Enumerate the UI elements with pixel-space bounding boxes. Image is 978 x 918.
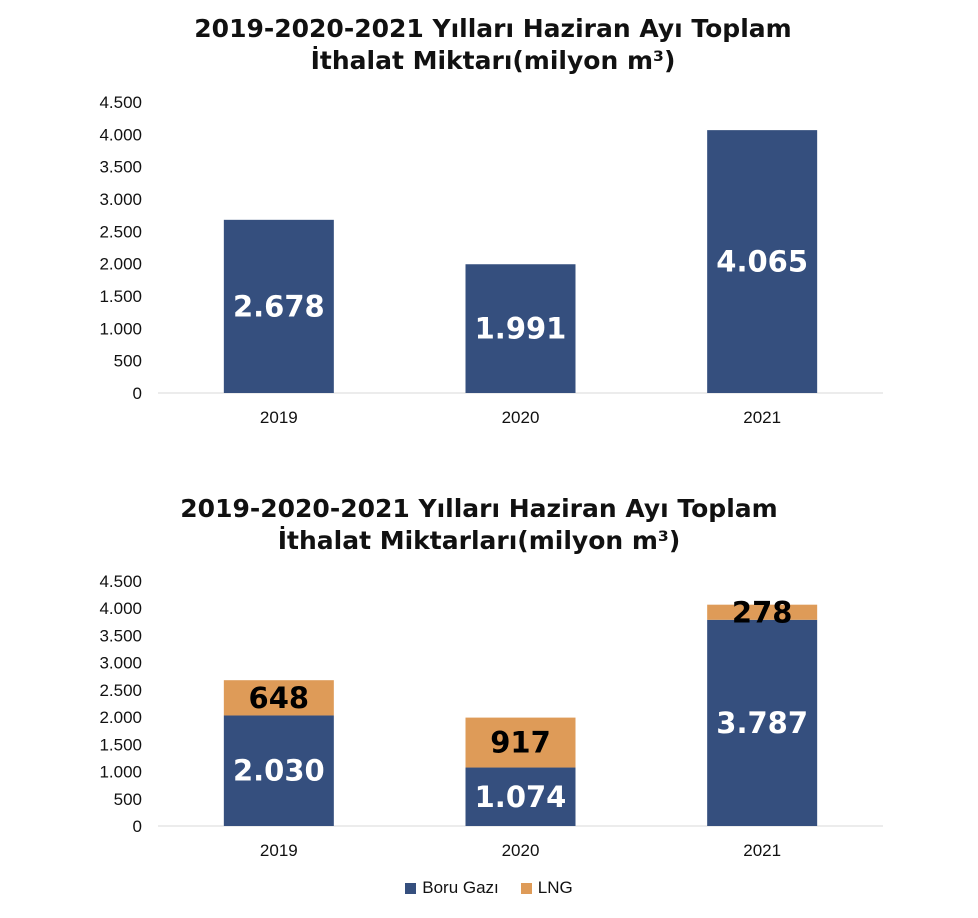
chart-1-category-label: 2021 — [743, 408, 781, 427]
legend-swatch-lng — [520, 882, 532, 894]
chart-1-plot: 0 500 1.000 1.500 2.000 2.500 3.000 3.500 4.000 4… — [99, 93, 883, 427]
chart-1-bar — [707, 130, 818, 393]
chart-2-category-label: 2020 — [502, 841, 540, 860]
chart-2-bar-segment-boru-gazi — [707, 619, 818, 826]
chart-2-data-label: 1.074 — [475, 780, 567, 814]
chart-1-data-label: 4.065 — [716, 245, 808, 279]
legend-item-lng: LNG — [520, 878, 573, 898]
legend-label-lng: LNG — [537, 878, 573, 897]
chart-1-title-line-1: 2019-2020-2021 Yılları Haziran Ayı Topla… — [194, 14, 792, 43]
chart-2-data-label: 3.787 — [716, 706, 808, 740]
chart-2-legend: Boru Gazı LNG — [0, 878, 978, 898]
legend-swatch-boru-gazi — [405, 882, 417, 894]
chart-1-ytick-label: 1.500 — [99, 287, 142, 306]
chart-2-bar-segment-boru-gazi — [223, 715, 334, 826]
chart-2-category-label: 2021 — [743, 841, 781, 860]
chart-2-ytick-label: 500 — [114, 790, 142, 809]
chart-1-title-line-2: İthalat Miktarı(milyon m³) — [310, 46, 676, 75]
chart-1-ytick-label: 3.000 — [99, 190, 142, 209]
chart-1-category-label: 2019 — [260, 408, 298, 427]
chart-2-ytick-label: 1.000 — [99, 763, 142, 782]
chart-2-data-label: 278 — [732, 595, 793, 629]
chart-2-bar-segment-lng — [707, 604, 818, 620]
chart-2-ytick-label: 4.000 — [99, 599, 142, 618]
chart-1-data-label: 2.678 — [233, 289, 325, 323]
chart-2-ytick-label: 3.500 — [99, 626, 142, 645]
chart-1-ytick-label: 500 — [114, 352, 142, 371]
chart-2-bar-segment-boru-gazi — [465, 767, 576, 826]
chart-2-ytick-label: 2.000 — [99, 708, 142, 727]
chart-1-ytick-label: 2.000 — [99, 255, 142, 274]
chart-2-title-line-1: 2019-2020-2021 Yılları Haziran Ayı Topla… — [180, 494, 778, 523]
chart-1-ytick-label: 4.500 — [99, 93, 142, 112]
chart-2-bar-segment-lng — [223, 680, 334, 716]
chart-2-title-line-2: İthalat Miktarları(milyon m³) — [277, 526, 681, 555]
chart-1-category-label: 2020 — [502, 408, 540, 427]
chart-2-ytick-label: 0 — [133, 817, 142, 836]
chart-1-bar — [223, 219, 334, 393]
chart-1-ytick-label: 3.500 — [99, 158, 142, 177]
legend-item-boru-gazi: Boru Gazı — [405, 878, 499, 898]
chart-2-category-label: 2019 — [260, 841, 298, 860]
chart-2-ytick-label: 1.500 — [99, 735, 142, 754]
chart-2-bar-segment-lng — [465, 717, 576, 768]
chart-2-data-label: 917 — [490, 726, 551, 760]
chart-1-ytick-label: 1.000 — [99, 319, 142, 338]
chart-2-plot: 0 500 1.000 1.500 2.000 2.500 3.000 3.500 4.000 4… — [99, 572, 883, 860]
chart-2-ytick-label: 4.500 — [99, 572, 142, 591]
chart-1-title: 2019-2020-2021 Yılları Haziran Ayı Topla… — [0, 13, 978, 77]
chart-1-data-label: 1.991 — [475, 312, 567, 346]
chart-2-title: 2019-2020-2021 Yılları Haziran Ayı Topla… — [0, 493, 978, 557]
chart-2-data-label: 648 — [249, 681, 310, 715]
chart-1-ytick-label: 4.000 — [99, 125, 142, 144]
chart-2-data-label: 2.030 — [233, 754, 325, 788]
chart-1-ytick-label: 0 — [133, 384, 142, 403]
chart-2-ytick-label: 3.000 — [99, 654, 142, 673]
chart-1-ytick-label: 2.500 — [99, 222, 142, 241]
legend-label-boru-gazi: Boru Gazı — [422, 878, 499, 897]
chart-1-bar — [465, 264, 576, 393]
chart-2-ytick-label: 2.500 — [99, 681, 142, 700]
